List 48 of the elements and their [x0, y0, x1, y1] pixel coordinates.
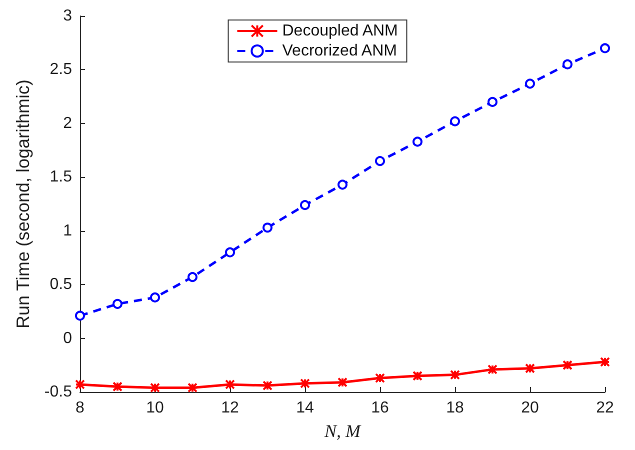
y-tick-label: -0.5 — [44, 384, 72, 400]
y-tick-label: 1 — [63, 222, 72, 240]
x-tick-label: 22 — [596, 400, 614, 416]
point — [412, 370, 422, 381]
point — [150, 292, 160, 302]
point — [188, 272, 198, 282]
point — [412, 136, 422, 147]
point — [488, 364, 498, 374]
point — [188, 382, 198, 393]
x-tick-label: 18 — [446, 400, 464, 416]
point — [600, 43, 610, 54]
y-tick-label: 0 — [63, 330, 72, 347]
x-tick-label: 16 — [371, 400, 389, 416]
point — [562, 360, 572, 370]
y-tick-label: 2 — [63, 114, 72, 132]
y-tick-label: 3 — [63, 8, 72, 24]
y-tick-label: 1.5 — [50, 168, 72, 186]
x-tick-label: 12 — [221, 400, 239, 416]
point — [225, 379, 235, 390]
y-tick-label: 0.5 — [50, 276, 72, 294]
point — [150, 382, 160, 393]
point — [112, 298, 122, 309]
point — [450, 116, 460, 126]
point — [375, 373, 385, 384]
point — [75, 310, 85, 321]
point — [375, 156, 385, 166]
legend-label: Decoupled ANM — [282, 22, 398, 40]
point — [300, 378, 310, 388]
legend-label: Vecrorized ANM — [282, 42, 397, 60]
point — [525, 78, 535, 89]
x-tick-label: 14 — [296, 400, 314, 416]
point — [112, 382, 122, 392]
point — [338, 180, 348, 190]
point — [562, 59, 572, 70]
point — [262, 380, 272, 391]
point — [300, 200, 310, 210]
x-axis-title: N, M — [324, 421, 362, 441]
x-tick-label: 10 — [146, 400, 164, 416]
point — [525, 363, 535, 374]
x-tick-label: 20 — [521, 400, 539, 416]
x-tick-label: 8 — [76, 400, 85, 416]
y-axis-title: Run Time (second, logarithmic) — [13, 79, 33, 329]
point — [338, 377, 348, 388]
point — [225, 247, 235, 258]
point — [450, 370, 460, 380]
point — [488, 96, 498, 107]
y-tick-label: 2.5 — [50, 61, 72, 78]
point — [262, 222, 272, 233]
